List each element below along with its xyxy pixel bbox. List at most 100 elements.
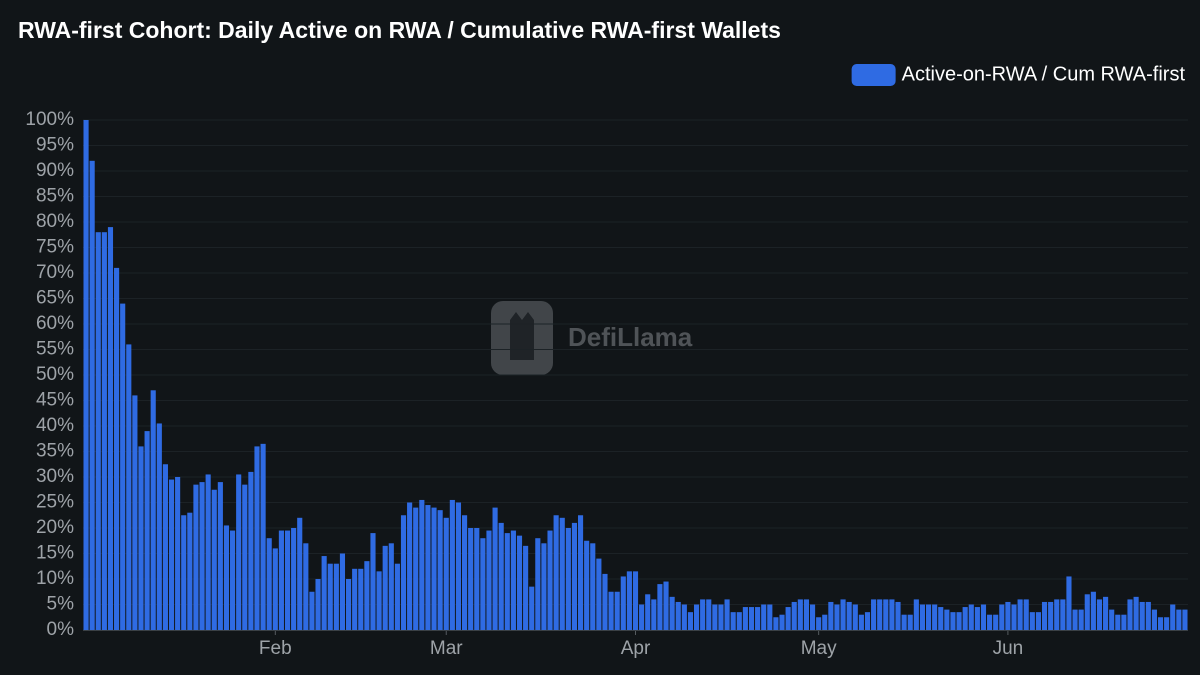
bar [486,530,492,630]
bar [1170,604,1176,630]
bar [193,484,199,630]
bar [852,604,858,630]
bar [559,517,565,630]
watermark-logo [491,301,553,375]
bar [162,464,168,630]
bar [339,553,346,630]
bar [938,607,944,630]
bar [144,431,150,630]
bar [987,614,993,630]
bar [1151,609,1157,630]
bar [1041,601,1048,630]
y-tick-label: 10% [36,568,74,589]
bar [1054,599,1060,630]
bar [956,612,962,630]
bar [614,591,620,630]
bar [364,561,370,630]
y-tick-label: 35% [36,441,74,462]
bar [266,538,272,630]
y-tick-label: 60% [36,313,74,334]
bar [913,599,919,630]
bar [565,528,571,630]
bar [260,443,266,630]
bar [278,530,284,630]
bar [138,446,144,630]
x-tick-label: May [801,638,837,659]
bar [291,528,297,630]
bar [962,607,968,630]
bar [388,543,394,630]
bar [523,545,529,630]
bar [1023,599,1029,630]
bar [419,499,425,630]
bar [742,607,748,630]
bar [993,614,999,630]
bar [535,538,541,630]
bar [858,614,864,630]
bar [596,558,602,630]
bar [1072,609,1078,630]
bar [242,484,248,630]
bar [248,471,254,630]
bar [382,545,388,630]
bar [816,617,822,630]
bar [681,604,687,630]
bar [407,502,413,630]
bar [150,390,156,630]
bar [871,599,877,630]
bar [468,528,474,630]
bar [577,515,584,630]
bar [639,604,645,630]
y-tick-label: 5% [47,594,75,615]
bar [901,614,907,630]
bar [1048,601,1054,630]
bar [645,594,651,630]
bar [864,612,871,630]
bar [1035,612,1041,630]
y-tick-label: 20% [36,517,74,538]
bar [663,581,669,630]
y-tick-label: 95% [36,135,74,156]
bar [895,601,901,630]
bar [925,604,932,630]
x-tick-label: Mar [430,638,463,659]
watermark: DefiLlama [568,322,693,352]
bar [181,515,187,630]
bar [1139,601,1145,630]
bar [315,579,321,630]
bar [425,505,431,630]
bar [89,160,95,631]
legend-swatch [851,64,896,86]
bar [272,548,278,630]
bar [553,515,559,630]
bar [114,267,120,630]
bar [626,571,632,630]
bar [785,607,791,630]
bar [706,599,712,630]
bar [400,515,407,630]
bar [687,612,694,630]
bar [779,614,785,630]
bar [236,474,242,630]
bar [1145,601,1151,630]
bar [492,507,498,630]
bar [669,596,675,630]
bar [718,604,724,630]
bar [101,232,107,630]
y-tick-label: 90% [36,160,74,181]
bar [944,609,950,630]
bar [803,599,810,630]
bar [95,232,101,630]
bar [1121,614,1127,630]
bar [1157,617,1164,630]
x-tick-label: Feb [259,638,292,659]
bar [907,614,913,630]
bar [834,604,840,630]
bar [510,530,516,630]
bar [657,584,663,630]
y-tick-label: 100% [25,109,74,130]
y-tick-label: 75% [36,237,74,258]
bar [358,568,364,630]
bar [156,423,162,630]
bar [590,543,596,630]
